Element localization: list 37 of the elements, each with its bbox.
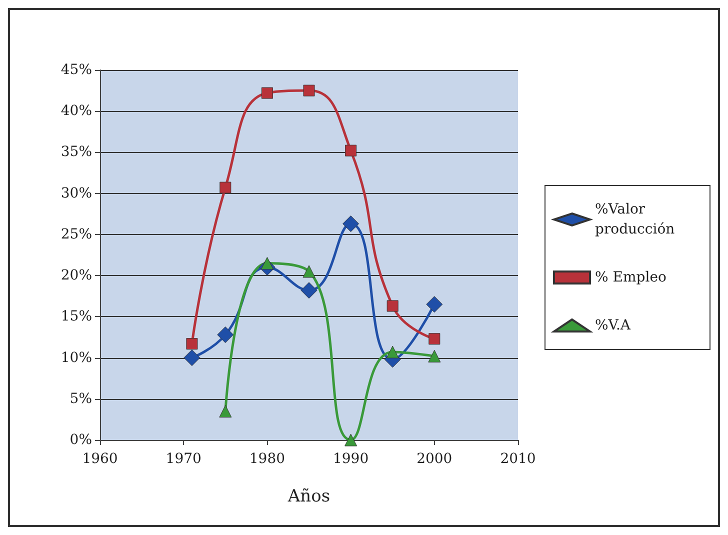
x-tick-label: 1990	[332, 451, 369, 467]
point	[220, 182, 232, 194]
point	[219, 404, 232, 418]
point	[428, 333, 440, 345]
legend-label: %V.A	[595, 318, 632, 334]
x-tick-label: 1970	[166, 451, 202, 467]
point	[261, 87, 273, 99]
point	[303, 84, 315, 96]
y-tick-label: 45%	[60, 62, 92, 78]
y-tick-label: 20%	[60, 268, 92, 284]
y-tick-label: 30%	[60, 185, 92, 202]
x-tick-label: 2000	[416, 451, 452, 467]
point	[302, 265, 316, 278]
y-tick-label: 25%	[60, 226, 92, 242]
point	[217, 326, 234, 344]
legend-label: % Empleo	[595, 270, 666, 286]
point	[428, 350, 441, 362]
x-tick-label: 1960	[82, 451, 118, 467]
y-tick-label: 0%	[70, 432, 92, 448]
y-tick-label: 10%	[60, 350, 92, 366]
point	[386, 346, 399, 358]
point	[186, 338, 198, 350]
x-tick-label: 2010	[500, 451, 536, 467]
point	[386, 300, 398, 312]
point	[300, 282, 318, 299]
point	[342, 216, 360, 232]
point	[344, 434, 358, 446]
point	[184, 350, 200, 366]
y-tick-label: 5%	[70, 390, 92, 407]
x-tick-label: 1980	[249, 451, 286, 467]
point	[426, 296, 443, 313]
y-tick-label: 35%	[60, 144, 92, 160]
y-tick-label: 40%	[60, 103, 92, 120]
y-tick-label: 15%	[60, 308, 92, 325]
point	[345, 144, 357, 156]
legend-label: %Valor producción	[595, 202, 675, 238]
x-axis-title: Años	[286, 486, 330, 506]
